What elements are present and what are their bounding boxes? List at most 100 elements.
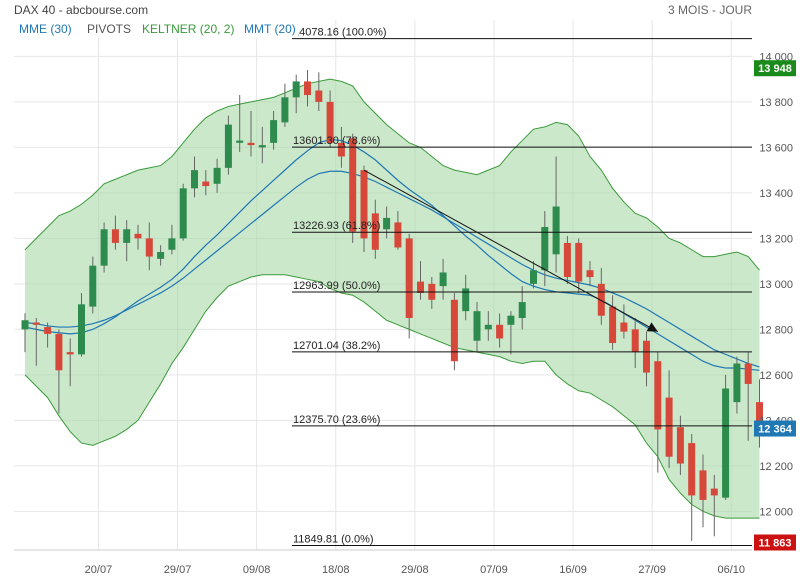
candle-body (394, 222, 402, 248)
candle-body (89, 265, 97, 307)
x-tick-label: 07/09 (480, 564, 508, 576)
candle-body (518, 302, 526, 318)
x-tick-label: 18/08 (322, 564, 350, 576)
y-tick-label: 13 200 (759, 233, 793, 245)
y-tick-label: 12 000 (759, 506, 793, 518)
candle-body (597, 283, 605, 316)
candle-body (360, 170, 368, 239)
candle-body (450, 299, 458, 362)
moving-averages (24, 138, 760, 371)
y-tick-label: 13 000 (759, 279, 793, 291)
candle-body (100, 229, 108, 266)
period-label[interactable]: 3 MOIS - JOUR (668, 3, 752, 17)
candle-body (722, 388, 730, 498)
candle-body (710, 488, 718, 496)
candle-body (643, 340, 650, 373)
legend-background (14, 20, 298, 38)
fib-label: 13226.93 (61.8%) (293, 220, 380, 232)
legend-pivots[interactable]: PIVOTS (87, 22, 131, 36)
legend-mmt20[interactable]: MMT (20) (244, 22, 296, 36)
candle-body (44, 327, 52, 334)
candle-body (563, 242, 571, 278)
candle-body (349, 138, 357, 232)
candle-body (32, 322, 40, 325)
candle-body (315, 90, 323, 102)
candle-body (620, 322, 628, 332)
candle-body (733, 363, 741, 403)
trend-arrow (363, 169, 659, 333)
fib-label: 11849.81 (0.0%) (293, 533, 374, 545)
fib-label: 13601.30 (78.6%) (293, 135, 380, 147)
x-tick-label: 16/09 (559, 564, 587, 576)
candle-body (134, 233, 142, 239)
candle-body (541, 226, 549, 271)
candle-body (676, 427, 684, 464)
y-tick-label: 13 800 (759, 97, 793, 109)
candle-body (552, 206, 560, 255)
candle-body (383, 217, 391, 230)
candle-body (744, 363, 752, 384)
fib-label: 12963.99 (50.0%) (293, 280, 380, 292)
price-badge-label: 11 863 (758, 537, 791, 549)
trend-arrow-line (363, 169, 659, 333)
candle-body (236, 140, 244, 143)
y-tick-label: 13 400 (759, 188, 793, 200)
keltner-fill (25, 79, 760, 519)
candle-body (665, 397, 673, 457)
price-badge (754, 60, 796, 77)
price-badge-label: 13 948 (758, 63, 792, 75)
candle-body (191, 170, 198, 189)
candle-body (417, 281, 424, 293)
candle-body (247, 142, 255, 146)
x-tick-label: 09/08 (243, 564, 271, 576)
chart-title: DAX 40 - abcbourse.com (14, 3, 148, 17)
candle-body (202, 181, 210, 187)
candle-body (213, 167, 221, 184)
mmt20-line (24, 138, 760, 371)
candle-body (292, 81, 300, 98)
candle-body (66, 352, 74, 355)
price-badge-label: 12 364 (758, 424, 793, 436)
candle-body (439, 272, 447, 287)
legend-mme30[interactable]: MME (30) (19, 22, 72, 36)
candle-body (224, 124, 232, 168)
price-badges: 13 948 12 364 11 863 (754, 60, 796, 551)
candle-body (281, 97, 289, 123)
x-tick-label: 06/10 (717, 564, 745, 576)
candle-body (507, 315, 515, 325)
y-tick-label: 12 600 (759, 370, 793, 382)
legend-keltner[interactable]: KELTNER (20, 2) (142, 22, 234, 36)
candle-body (55, 333, 63, 371)
keltner-upper-line (24, 78, 760, 271)
candle-body (405, 238, 413, 318)
candle-body (157, 252, 165, 259)
candle-body (326, 101, 334, 143)
candle-body (179, 188, 187, 239)
candle-body (258, 145, 266, 148)
fib-label: 14078.16 (100.0%) (293, 27, 387, 39)
candle-body (586, 270, 594, 278)
candle-body (654, 361, 662, 430)
candle-body (123, 229, 131, 243)
candle-body (21, 320, 29, 330)
candle-body (78, 304, 85, 355)
candle-body (699, 470, 707, 500)
x-tick-label: 27/09 (638, 564, 666, 576)
y-tick-label: 12 200 (759, 461, 793, 473)
candle-body (337, 142, 345, 157)
candle-body (371, 213, 379, 250)
mme30-line (24, 170, 760, 368)
candlesticks (21, 70, 763, 541)
y-tick-label: 13 600 (759, 142, 793, 154)
x-axis: 20/07 29/07 09/08 18/08 29/08 07/09 16/09 27/09… (14, 549, 752, 576)
candle-body (688, 443, 696, 496)
keltner-lower-line (24, 274, 760, 519)
x-tick-label: 20/07 (85, 564, 113, 576)
fib-label: 12701.04 (38.2%) (293, 340, 380, 352)
candle-body (473, 311, 481, 341)
candle-body (530, 270, 537, 284)
candle-body (609, 306, 617, 344)
candle-body (496, 324, 504, 339)
